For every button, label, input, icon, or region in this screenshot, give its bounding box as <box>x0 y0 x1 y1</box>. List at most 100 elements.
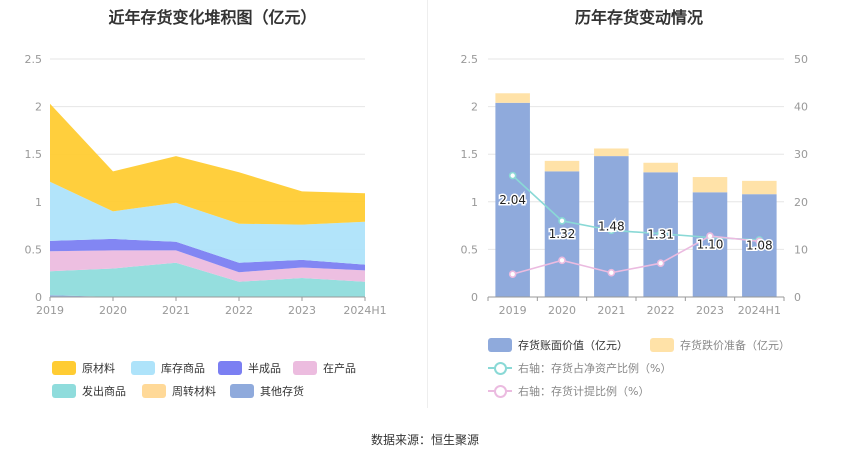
y-tick-label: 0 <box>35 291 42 304</box>
line-ratio_net_assets_line <box>512 175 760 241</box>
bar-book-value <box>544 171 580 297</box>
y-tick-label: 2 <box>471 101 478 114</box>
legend-swatch <box>488 338 512 352</box>
legend-swatch <box>218 361 242 375</box>
y-tick-label: 1 <box>35 196 42 209</box>
y2-tick-label: 30 <box>794 148 808 161</box>
area-series-goods_shipped <box>50 262 365 297</box>
area-series-raw_materials <box>50 103 365 225</box>
legend-label: 在产品 <box>323 362 356 375</box>
legend-swatch <box>293 361 317 375</box>
y-tick-label: 0.5 <box>461 243 479 256</box>
bar-impairment <box>495 93 530 103</box>
legend-item-ratio-net-assets[interactable]: 右轴：存货占净资产比例（%） <box>488 360 671 376</box>
y2-tick-label: 50 <box>794 53 808 66</box>
legend-item-ratio-provision[interactable]: 右轴：存货计提比例（%） <box>488 383 649 399</box>
panel-divider <box>427 0 428 408</box>
point-ratio_provision_line <box>607 268 616 277</box>
legend-swatch <box>142 384 166 398</box>
data-source-note: 数据来源：恒生聚源 <box>370 433 479 447</box>
right-chart-title: 历年存货变动情况 <box>574 8 703 27</box>
bar-impairment <box>643 162 678 173</box>
x-tick-label: 2023 <box>288 304 316 317</box>
line-ratio_provision_line <box>512 235 760 275</box>
legend-swatch <box>52 384 76 398</box>
area-series-wip <box>50 250 365 282</box>
area-series-semi_finished <box>50 238 365 273</box>
legend-item-wip[interactable]: 在产品 <box>293 360 356 376</box>
legend-item-semi-finished[interactable]: 半成品 <box>218 360 281 376</box>
legend-item-impairment[interactable]: 存货跌价准备（亿元） <box>650 337 790 353</box>
x-tick-label: 2022 <box>225 304 253 317</box>
legend-item-finished-goods[interactable]: 库存商品 <box>131 360 205 376</box>
point-ratio_net_assets_line <box>607 226 616 235</box>
legend-label: 存货账面价值（亿元） <box>518 339 628 352</box>
x-tick-label: 2020 <box>548 304 576 317</box>
legend-label: 周转材料 <box>172 385 216 398</box>
x-tick-label: 2021 <box>162 304 190 317</box>
legend-line-swatch <box>488 384 512 398</box>
y-tick-label: 1.5 <box>25 148 43 161</box>
y-tick-label: 2.5 <box>461 53 479 66</box>
legend-item-turnover-materials[interactable]: 周转材料 <box>142 383 216 399</box>
y-tick-label: 1 <box>471 196 478 209</box>
x-tick-label: 2024H1 <box>738 304 781 317</box>
bar-impairment <box>544 160 580 172</box>
bar-impairment <box>692 177 728 193</box>
legend-swatch <box>131 361 155 375</box>
y-tick-label: 0 <box>471 291 478 304</box>
legend-item-book-value[interactable]: 存货账面价值（亿元） <box>488 337 628 353</box>
legend-swatch <box>52 361 76 375</box>
point-ratio_provision_line <box>508 270 517 278</box>
y2-tick-label: 40 <box>794 101 808 114</box>
point-ratio_provision_line <box>755 237 764 246</box>
y-tick-label: 0.5 <box>25 243 43 256</box>
bar-impairment <box>594 148 629 157</box>
x-tick-label: 2021 <box>597 304 625 317</box>
legend-item-goods-shipped[interactable]: 发出商品 <box>52 383 126 399</box>
right-bar-line-chart: 0 0 0.5 10 1 20 1.5 30 2 40 2.5 50 2.04 1.32 1.48 1.31 1… <box>461 53 809 317</box>
legend-label: 半成品 <box>248 362 281 375</box>
point-ratio_provision_line <box>706 232 714 240</box>
left-stacked-area-chart: 0 0.5 1 1.5 2 2.5 2019 2020 2021 2022 2023 2024H1 <box>25 53 387 317</box>
point-ratio_provision_line <box>558 256 566 265</box>
legend-swatch <box>650 338 674 352</box>
y-tick-label: 2.5 <box>25 53 43 66</box>
x-tick-label: 2019 <box>36 304 64 317</box>
y2-tick-label: 10 <box>794 243 808 256</box>
legend-label: 库存商品 <box>161 362 205 375</box>
y-tick-label: 2 <box>35 101 42 114</box>
bar-book-value <box>495 102 530 298</box>
left-chart-title: 近年存货变化堆积图（亿元） <box>108 8 317 27</box>
x-tick-label: 2020 <box>99 304 127 317</box>
data-label: 1.08 <box>746 239 773 253</box>
x-tick-label: 2022 <box>647 304 675 317</box>
y-tick-label: 1.5 <box>461 148 479 161</box>
legend-item-raw-materials[interactable]: 原材料 <box>52 360 115 376</box>
legend-label: 其他存货 <box>260 385 304 398</box>
point-ratio_net_assets_line <box>508 171 517 180</box>
x-tick-label: 2019 <box>499 304 527 317</box>
legend-label: 原材料 <box>82 362 115 375</box>
point-ratio_provision_line <box>656 259 665 268</box>
data-label: 1.32 <box>549 227 576 241</box>
legend-label: 存货跌价准备（亿元） <box>680 339 790 352</box>
legend-label: 右轴：存货计提比例（%） <box>518 385 650 398</box>
x-tick-label: 2024H1 <box>343 304 386 317</box>
bar-impairment <box>742 180 777 195</box>
area-series-finished_goods <box>50 181 365 265</box>
data-label: 1.31 <box>647 228 674 242</box>
x-tick-label: 2023 <box>696 304 724 317</box>
bar-book-value <box>742 194 777 297</box>
data-label: 1.48 <box>598 220 625 234</box>
legend-label: 右轴：存货占净资产比例（%） <box>518 362 672 375</box>
data-label: 2.04 <box>499 193 526 207</box>
legend-label: 发出商品 <box>82 385 126 398</box>
y2-tick-label: 0 <box>794 291 801 304</box>
legend-line-swatch <box>488 361 512 375</box>
legend-item-other[interactable]: 其他存货 <box>230 383 304 399</box>
data-label: 1.10 <box>697 238 724 252</box>
legend-swatch <box>230 384 254 398</box>
y2-tick-label: 20 <box>794 196 808 209</box>
point-ratio_net_assets_line <box>558 217 566 225</box>
